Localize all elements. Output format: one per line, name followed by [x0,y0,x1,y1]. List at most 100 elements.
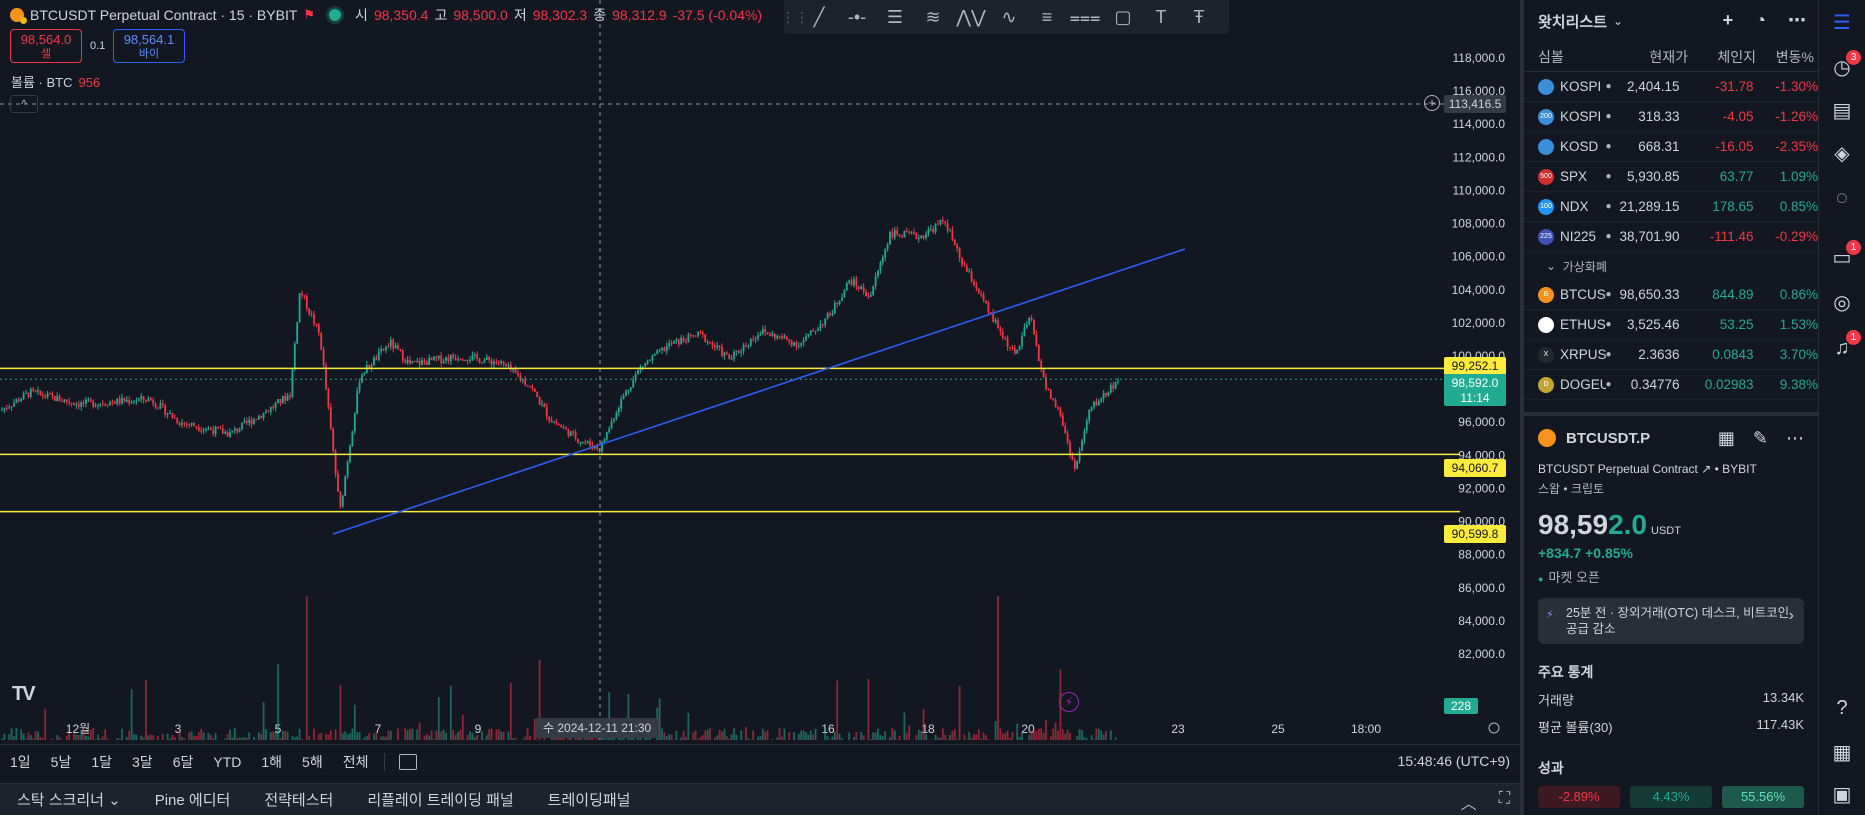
watchlist-row[interactable]: B BTCUSD● 98,650.33 844.89 0.86% [1524,280,1818,310]
streams-icon[interactable]: ◎ [1833,292,1851,314]
clock[interactable]: 15:48:46 (UTC+9) [1397,753,1510,769]
level-badge-2[interactable]: 94,060.7 [1444,459,1506,477]
bell-icon[interactable]: ♫ 1 [1829,330,1861,361]
detail-description[interactable]: BTCUSDT Perpetual Contract [1538,462,1698,476]
tab-stock-screener[interactable]: 스탁 스크리너 ⌄ [17,792,121,809]
range-3m[interactable]: 3달 [132,753,153,770]
candle-body [1109,384,1112,393]
volume-bar [658,698,661,740]
more-icon[interactable]: ⋯ [1786,427,1804,448]
volume-bar [459,730,462,740]
alerts-clock-icon[interactable]: ◷ 3 [1829,50,1861,81]
row-symbol: SPX [1560,169,1588,184]
candle-body [303,295,306,297]
chart-pane[interactable]: 118,000.0 116,000.0 114,000.0 112,000.0 110,… [0,0,1520,740]
watchlist-row[interactable]: 100 NDX ● 21,289.15 178.65 0.85% [1524,192,1818,222]
horizontal-ray-icon[interactable]: -•- [847,6,867,27]
tab-pine-editor[interactable]: Pine 에디터 [154,792,231,809]
level-badge-3[interactable]: 90,599.8 [1444,525,1506,543]
more-icon[interactable]: ⋯ [1788,10,1806,30]
range-all[interactable]: 전체 [342,753,369,770]
data-window-icon[interactable]: ▤ [1832,100,1852,122]
maximize-icon[interactable]: ⛶ [1498,790,1510,807]
grid-icon[interactable]: ▦ [1717,427,1735,448]
edit-icon[interactable]: ✎ [1752,427,1768,448]
news-card[interactable]: 25분 전 · 장외거래(OTC) 데스크, 비트코인 공급 감소 [1538,598,1804,644]
perf-cell[interactable]: 4.43% [1630,786,1712,808]
volume-bar [1037,728,1040,740]
rectangle-icon[interactable]: ▢ [1114,6,1132,27]
help-icon[interactable]: ? [1836,697,1848,719]
watchlist-row[interactable]: X XRPUSD● 2.3636 0.0843 3.70% [1524,340,1818,370]
candle-body [193,423,195,427]
gann-icon[interactable]: ⩶ [1069,6,1101,27]
detail-symbol[interactable]: BTCUSDT.P [1566,429,1651,447]
range-1m[interactable]: 1달 [91,753,113,770]
status-dot-icon: ● [1605,231,1612,242]
text-note-icon[interactable]: Ŧ [1193,6,1205,27]
sell-button[interactable]: 98,564.0 셀 [10,29,82,63]
range-1y[interactable]: 1해 [261,753,283,770]
level-badge-1[interactable]: 99,252.1 [1444,357,1506,375]
range-6m[interactable]: 6달 [172,753,194,770]
add-alert-icon[interactable]: + [1424,95,1440,111]
add-symbol-icon[interactable]: + [1722,10,1734,30]
watchlist-row[interactable]: D DOGEU ● 0.34776 0.02983 9.38% [1524,370,1818,400]
tab-strategy-tester[interactable]: 전략테스터 [264,792,334,809]
chart-pie-icon[interactable]: ◔ [1755,10,1766,30]
chevron-down-icon[interactable]: ⌄ [1613,14,1624,28]
flag-icon[interactable]: ⚑ [303,7,316,22]
drag-handle-icon[interactable]: ⋮⋮ [781,8,809,25]
watchlist-title[interactable]: 왓치리스트 [1538,13,1608,31]
range-1d[interactable]: 1일 [10,753,31,770]
calendar-icon[interactable] [399,753,418,770]
watchlist-row[interactable]: KOSPI ● 2,404.15 -31.78 -1.30% [1524,72,1818,102]
elliott-wave-icon[interactable]: ∿ [1001,6,1017,27]
layers-icon[interactable]: ◈ [1834,143,1850,165]
col-symbol[interactable]: 심볼 [1538,48,1564,65]
range-ytd[interactable]: YTD [213,753,242,770]
chevron-up-icon[interactable]: ︿ [1460,796,1477,813]
watchlist-row[interactable]: KOSD ● 668.31 -16.05 -2.35% [1524,132,1818,162]
col-last[interactable]: 현재가 [1649,48,1688,65]
range-5d[interactable]: 5날 [50,753,72,770]
pitchfork-icon[interactable]: ≋ [925,6,941,27]
volume-bar [502,731,505,740]
tab-replay-trading[interactable]: 리플레이 트레이딩 패널 [367,792,514,809]
candle-body [10,406,13,408]
calendar-icon[interactable]: ▦ [1832,742,1852,764]
col-pct[interactable]: 변동% [1775,48,1814,65]
fib-retracement-icon[interactable]: ≡ [1041,6,1053,27]
watchlist-row[interactable]: ETHUSD● 3,525.46 53.25 1.53% [1524,310,1818,340]
pattern-icon[interactable]: ⋀⋁ [956,6,986,27]
tab-trading-panel[interactable]: 트레이딩패널 [547,792,631,809]
text-icon[interactable]: T [1155,6,1167,27]
external-link-icon[interactable]: ↗ • [1701,462,1723,476]
idea-bulb-icon[interactable]: ◌ [1836,187,1848,209]
price-chart[interactable]: 118,000.0 116,000.0 114,000.0 112,000.0 110,… [0,0,1520,740]
watchlist-row[interactable]: 200 KOSPI ● 318.33 -4.05 -1.26% [1524,102,1818,132]
tradingview-logo[interactable]: TV [12,683,36,705]
watchlist-row[interactable]: 225 NI225 ● 38,701.90 -111.46 -0.29% [1524,222,1818,252]
event-bolt-icon[interactable]: ⚡ [1059,692,1079,712]
col-change[interactable]: 체인지 [1717,48,1756,65]
chat-icon[interactable]: ▭ 1 [1829,240,1861,271]
collapse-legend-button[interactable]: ^ [10,95,38,113]
watchlist-icon[interactable]: ☰ [1833,12,1851,34]
layout-icon[interactable]: ▣ [1832,784,1852,806]
parallel-channel-icon[interactable]: ☰ [886,6,904,27]
order-qty[interactable]: 0.1 [90,40,106,52]
symbol-title[interactable]: BTCUSDT Perpetual Contract · 15 · BYBIT [30,7,298,23]
trend-line-icon[interactable]: ╱ [813,6,825,27]
watchlist-row[interactable]: 500 SPX ● 5,930.85 63.77 1.09% [1524,162,1818,192]
group-crypto[interactable]: ⌄ 가상화폐 [1546,259,1607,274]
buy-button[interactable]: 98,564.1 바이 [113,29,185,63]
range-5y[interactable]: 5해 [302,753,323,770]
perf-cell[interactable]: 55.56% [1722,786,1804,808]
watchlist-panel: 왓치리스트 ⌄ + ◔ ⋯ 심볼 현재가 체인지 변동% KOSPI ● 2,404… [1520,0,1818,815]
candle-body [435,356,438,359]
volume-bar [1109,730,1112,740]
perf-cell[interactable]: -2.89% [1538,786,1620,808]
volume-bar [257,732,260,740]
candle-body [65,399,68,402]
